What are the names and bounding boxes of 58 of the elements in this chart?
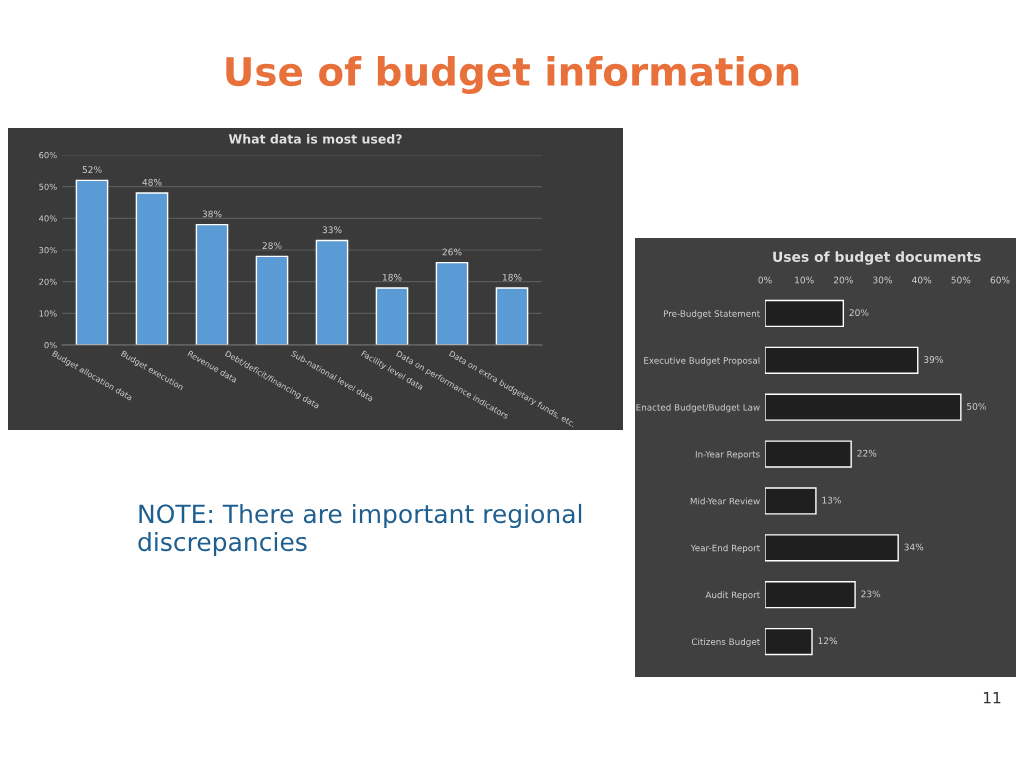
y-tick-label: Audit Report xyxy=(705,591,760,600)
x-tick-label: 50% xyxy=(951,276,971,284)
bar xyxy=(765,440,852,468)
data-label: 20% xyxy=(849,309,869,317)
bar xyxy=(435,261,469,345)
y-tick-label: 40% xyxy=(39,215,57,222)
x-tick-label: 60% xyxy=(990,276,1010,284)
bar xyxy=(765,299,845,328)
bar xyxy=(255,255,289,345)
data-label: 38% xyxy=(202,210,222,218)
data-label: 12% xyxy=(818,637,838,645)
bar xyxy=(135,192,169,345)
bar xyxy=(765,346,919,374)
x-tick-label: 10% xyxy=(795,276,814,284)
bar xyxy=(765,581,856,609)
y-tick-label: Enacted Budget/Budget Law xyxy=(636,403,760,413)
y-tick-label: In-Year Reports xyxy=(695,451,760,460)
x-tick-label: 0% xyxy=(758,276,772,284)
bar xyxy=(765,393,962,421)
chart-title: What data is most used? xyxy=(228,133,402,144)
y-tick-label: 60% xyxy=(39,151,57,159)
data-label: 18% xyxy=(382,273,402,281)
data-label: 39% xyxy=(923,356,943,363)
y-tick-label: 0% xyxy=(44,341,57,349)
y-tick-label: Pre-Budget Statement xyxy=(663,310,760,319)
bar xyxy=(75,179,109,345)
bar xyxy=(765,487,817,515)
text: 11 xyxy=(983,692,1001,704)
chart-title: Uses of budget documents xyxy=(773,251,981,265)
data-label: 48% xyxy=(142,178,162,186)
bar xyxy=(195,223,229,345)
data-label: 22% xyxy=(857,449,877,457)
data-label: 33% xyxy=(322,226,342,234)
data-label: 50% xyxy=(967,402,986,410)
x-tick-label: 40% xyxy=(912,276,932,284)
x-tick-label: 30% xyxy=(873,276,893,284)
x-tick-label: 20% xyxy=(833,276,853,284)
y-tick-label: Executive Budget Proposal xyxy=(644,356,760,366)
bar xyxy=(495,287,529,345)
text: Use of budget information xyxy=(226,56,799,94)
y-tick-label: 10% xyxy=(39,310,57,317)
y-tick-label: Mid-Year Review xyxy=(690,497,760,505)
bar xyxy=(765,627,813,656)
y-tick-label: Year-End Report xyxy=(690,544,760,553)
data-label: 34% xyxy=(904,543,924,551)
y-tick-label: 50% xyxy=(39,183,57,190)
data-label: 26% xyxy=(442,248,462,256)
data-label: 18% xyxy=(502,273,522,281)
bar xyxy=(375,287,409,345)
bar xyxy=(315,239,349,345)
y-tick-label: 30% xyxy=(39,246,57,254)
y-tick-label: Citizens Budget xyxy=(691,638,760,647)
data-label: 13% xyxy=(822,496,842,504)
bar xyxy=(765,534,899,562)
data-label: 23% xyxy=(861,590,881,598)
data-label: 52% xyxy=(82,166,102,174)
data-label: 28% xyxy=(262,242,282,250)
text: NOTE: There are important regional discrepancies xyxy=(138,503,582,557)
